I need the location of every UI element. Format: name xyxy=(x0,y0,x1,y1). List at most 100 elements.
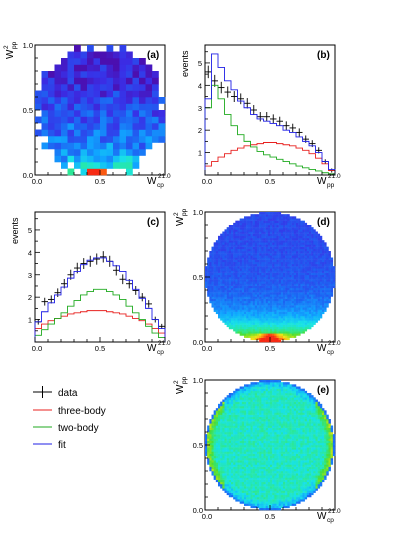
heatmap-cell xyxy=(231,261,234,265)
heatmap-cell xyxy=(252,442,256,446)
heatmap-cell xyxy=(235,225,238,228)
heatmap-cell xyxy=(248,390,251,394)
heatmap-cell xyxy=(231,421,234,424)
heatmap-cell xyxy=(237,388,240,392)
heatmap-cell xyxy=(291,244,295,247)
heatmap-cell xyxy=(263,414,266,418)
heatmap-cell xyxy=(274,412,277,415)
heatmap-cell xyxy=(259,479,262,483)
heatmap-cell xyxy=(222,453,225,457)
heatmap-cell xyxy=(220,410,223,413)
heatmap-cell xyxy=(287,318,290,321)
heatmap-cell xyxy=(209,438,212,441)
heatmap-cell xyxy=(235,406,238,409)
heatmap-cell xyxy=(302,307,305,310)
heatmap-cell xyxy=(252,316,256,319)
heatmap-cell xyxy=(261,497,264,500)
heatmap-cell xyxy=(239,427,243,431)
heatmap-cell xyxy=(261,468,264,472)
heatmap-cell xyxy=(235,481,238,485)
heatmap-cell xyxy=(241,453,245,457)
heatmap-cell xyxy=(235,326,238,330)
heatmap-cell xyxy=(222,414,225,418)
heatmap-cell xyxy=(326,274,329,278)
heatmap-cell xyxy=(265,449,269,452)
heatmap-cell xyxy=(267,214,271,217)
heatmap-cell xyxy=(119,64,127,72)
heatmap-cell xyxy=(74,129,81,137)
heatmap-cell xyxy=(322,257,325,260)
heatmap-cell xyxy=(302,320,305,323)
heatmap-cell xyxy=(265,399,269,402)
heatmap-cell xyxy=(231,251,234,254)
heatmap-cell xyxy=(224,264,227,267)
heatmap-cell xyxy=(215,471,219,474)
heatmap-cell xyxy=(257,326,260,330)
heatmap-cell xyxy=(231,425,234,428)
heatmap-cell xyxy=(261,316,264,319)
heatmap-cell xyxy=(61,142,68,150)
heatmap-cell xyxy=(304,324,308,328)
heatmap-cell xyxy=(285,235,288,239)
heatmap-cell xyxy=(113,90,120,98)
heatmap-cell xyxy=(228,246,232,250)
heatmap-cell xyxy=(246,497,249,500)
heatmap-cell xyxy=(241,248,245,252)
heatmap-cell xyxy=(272,440,275,444)
heatmap-cell xyxy=(263,484,266,487)
heatmap-cell xyxy=(261,386,264,389)
heatmap-cell xyxy=(287,298,290,302)
heatmap-cell xyxy=(263,222,266,226)
heatmap-cell xyxy=(235,425,238,428)
heatmap-cell xyxy=(309,320,312,323)
heatmap-cell xyxy=(274,488,277,491)
heatmap-cell xyxy=(263,318,266,321)
heatmap-cell xyxy=(265,412,269,415)
heatmap-cell xyxy=(296,222,299,226)
heatmap-cell xyxy=(239,313,243,317)
heatmap-cell xyxy=(272,331,275,334)
heatmap-cell xyxy=(244,447,247,450)
heatmap-cell xyxy=(252,403,256,407)
heatmap-cell xyxy=(270,326,273,330)
heatmap-cell xyxy=(237,449,240,452)
heatmap-cell xyxy=(222,432,225,435)
heatmap-cell xyxy=(207,294,210,297)
heatmap-cell xyxy=(119,84,127,91)
heatmap-cell xyxy=(298,285,301,289)
heatmap-cell xyxy=(267,266,271,269)
heatmap-cell xyxy=(254,481,258,485)
heatmap-cell xyxy=(311,264,314,267)
heatmap-cell xyxy=(209,272,212,276)
heatmap-cell xyxy=(74,110,81,117)
heatmap-cell xyxy=(317,309,321,312)
heatmap-cell xyxy=(241,434,245,437)
heatmap-cell xyxy=(152,84,159,91)
heatmap-cell xyxy=(272,442,275,446)
heatmap-cell xyxy=(280,261,284,265)
heatmap-cell xyxy=(270,445,273,448)
heatmap-cell xyxy=(252,492,256,496)
heatmap-cell xyxy=(267,235,271,239)
heatmap-cell xyxy=(311,279,314,282)
heatmap-cell xyxy=(252,466,256,470)
heatmap-cell xyxy=(311,292,314,295)
heatmap-cell xyxy=(220,451,223,454)
heatmap-cell xyxy=(276,501,279,504)
heatmap-cell xyxy=(132,77,140,85)
heatmap-cell xyxy=(265,494,269,498)
heatmap-cell xyxy=(270,274,273,278)
heatmap-cell xyxy=(224,240,227,243)
heatmap-cell xyxy=(218,442,221,446)
heatmap-cell xyxy=(231,305,234,308)
heatmap-cell xyxy=(250,425,253,428)
heatmap-cell xyxy=(228,231,232,234)
heatmap-cell xyxy=(237,494,240,498)
heatmap-cell xyxy=(257,468,260,472)
heatmap-cell xyxy=(41,116,49,124)
heatmap-cell xyxy=(222,257,225,260)
heatmap-cell xyxy=(220,479,223,483)
heatmap-cell xyxy=(250,384,253,387)
heatmap-cell xyxy=(244,225,247,228)
